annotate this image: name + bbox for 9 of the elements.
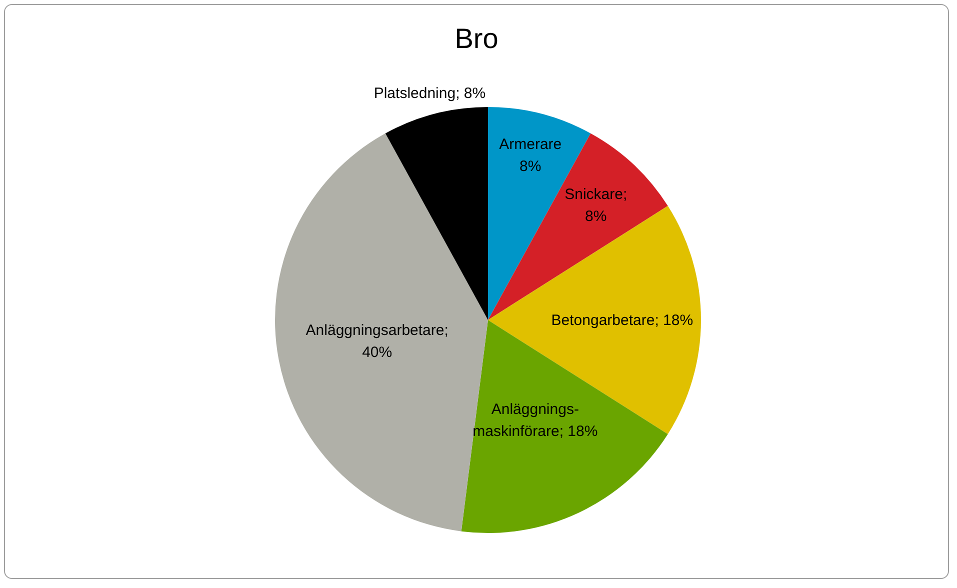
slice-label: Snickare; 8% — [564, 186, 628, 225]
slice-label: Armerare — [499, 135, 562, 152]
slice-label: Betongarbetare; 18% — [551, 312, 694, 328]
slice-label: Anläggnings-maskinförare; 18% — [472, 400, 598, 440]
slice-label: Anläggningsarbetare; 40% — [306, 322, 448, 361]
data-label: 8% — [520, 157, 542, 174]
slice-label: Platsledning; 8% — [374, 84, 486, 102]
chart-title: Bro — [454, 23, 500, 55]
pie-slice — [385, 107, 488, 320]
